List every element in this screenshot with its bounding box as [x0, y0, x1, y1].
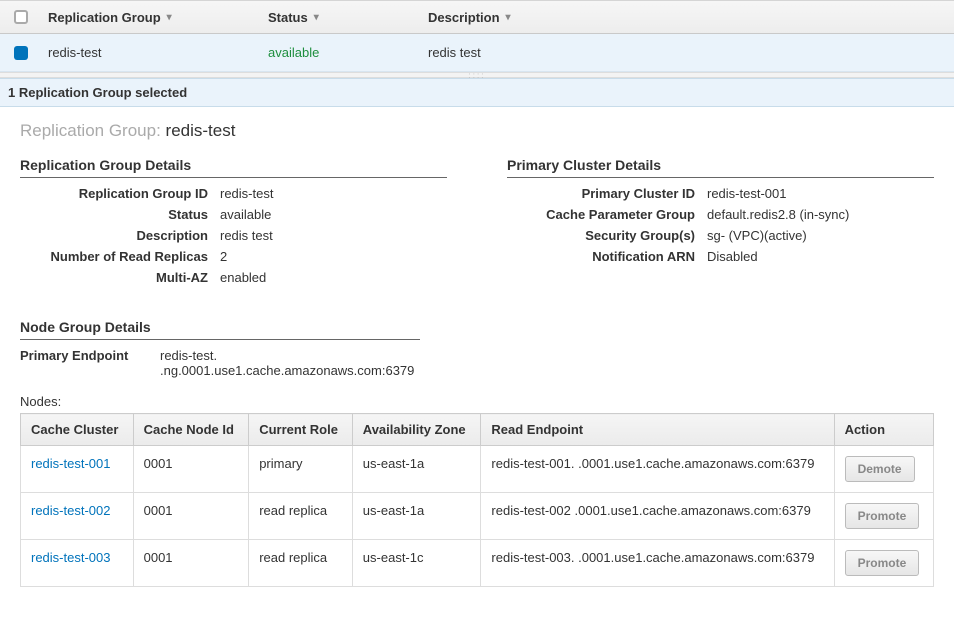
cell-node-id: 0001	[133, 540, 249, 587]
kv-row: Notification ARN Disabled	[507, 249, 934, 264]
header-checkbox-cell	[0, 10, 42, 24]
chevron-down-icon: ▾	[167, 12, 172, 23]
cache-cluster-link[interactable]: redis-test-003	[31, 550, 110, 565]
cell-description: redis test	[422, 45, 954, 60]
column-header-label: Description	[428, 10, 500, 25]
chevron-down-icon: ▾	[314, 12, 319, 23]
primary-endpoint-value: redis-test. .ng.0001.use1.cache.amazonaw…	[160, 348, 420, 378]
cell-az: us-east-1a	[352, 493, 481, 540]
details-panel: Replication Group: redis-test Replicatio…	[0, 107, 954, 617]
kv-row: Primary Cluster ID redis-test-001	[507, 186, 934, 201]
kv-row: Description redis test	[20, 228, 447, 243]
column-header-replication-group[interactable]: Replication Group ▾	[42, 10, 262, 25]
col-read-endpoint[interactable]: Read Endpoint	[481, 414, 834, 446]
table-row: redis-test-003 0001read replicaus-east-1c…	[21, 540, 934, 587]
group-title-name: redis-test	[166, 121, 236, 140]
cell-read-endpoint: redis-test-003. .0001.use1.cache.amazona…	[481, 540, 834, 587]
list-header-row: Replication Group ▾ Status ▾ Description…	[0, 0, 954, 34]
col-cache-node-id[interactable]: Cache Node Id	[133, 414, 249, 446]
col-current-role[interactable]: Current Role	[249, 414, 353, 446]
kv-label: Replication Group ID	[20, 186, 220, 201]
kv-row: Security Group(s) sg- (VPC)(active)	[507, 228, 934, 243]
kv-row: Number of Read Replicas 2	[20, 249, 447, 264]
kv-value: Disabled	[707, 249, 934, 264]
kv-value: 2	[220, 249, 447, 264]
group-title: Replication Group: redis-test	[20, 121, 934, 141]
kv-row: Replication Group ID redis-test	[20, 186, 447, 201]
primary-cluster-details-section: Primary Cluster Details Primary Cluster …	[507, 157, 934, 291]
cell-read-endpoint: redis-test-001. .0001.use1.cache.amazona…	[481, 446, 834, 493]
kv-value: available	[220, 207, 447, 222]
kv-value: redis-test	[220, 186, 447, 201]
section-heading: Replication Group Details	[20, 157, 447, 178]
kv-label: Notification ARN	[507, 249, 707, 264]
nodes-table-header-row: Cache Cluster Cache Node Id Current Role…	[21, 414, 934, 446]
cell-replication-group: redis-test	[42, 45, 262, 60]
column-header-status[interactable]: Status ▾	[262, 10, 422, 25]
kv-value: redis test	[220, 228, 447, 243]
nodes-table: Cache Cluster Cache Node Id Current Role…	[20, 413, 934, 587]
row-checkbox-cell	[0, 46, 42, 60]
kv-value: enabled	[220, 270, 447, 285]
kv-label: Number of Read Replicas	[20, 249, 220, 264]
primary-endpoint-label: Primary Endpoint	[20, 348, 160, 378]
section-heading: Node Group Details	[20, 319, 420, 340]
cell-read-endpoint: redis-test-002 .0001.use1.cache.amazonaw…	[481, 493, 834, 540]
row-checkbox[interactable]	[14, 46, 28, 60]
kv-row: Cache Parameter Group default.redis2.8 (…	[507, 207, 934, 222]
kv-label: Description	[20, 228, 220, 243]
kv-value: sg- (VPC)(active)	[707, 228, 934, 243]
replication-group-row[interactable]: redis-test available redis test	[0, 34, 954, 72]
selection-summary-bar: 1 Replication Group selected	[0, 78, 954, 107]
column-header-label: Status	[268, 10, 308, 25]
kv-row: Status available	[20, 207, 447, 222]
col-cache-cluster[interactable]: Cache Cluster	[21, 414, 134, 446]
select-all-checkbox[interactable]	[14, 10, 28, 24]
chevron-down-icon: ▾	[506, 12, 511, 23]
kv-value: redis-test-001	[707, 186, 934, 201]
kv-label: Multi-AZ	[20, 270, 220, 285]
node-group-details-section: Node Group Details Primary Endpoint redi…	[20, 319, 934, 587]
details-two-column: Replication Group Details Replication Gr…	[20, 157, 934, 291]
promote-button[interactable]: Promote	[845, 503, 920, 529]
table-row: redis-test-001 0001primaryus-east-1aredis…	[21, 446, 934, 493]
cell-role: read replica	[249, 540, 353, 587]
cache-cluster-link[interactable]: redis-test-002	[31, 503, 110, 518]
cell-role: read replica	[249, 493, 353, 540]
kv-label: Security Group(s)	[507, 228, 707, 243]
cell-node-id: 0001	[133, 446, 249, 493]
col-availability-zone[interactable]: Availability Zone	[352, 414, 481, 446]
demote-button[interactable]: Demote	[845, 456, 915, 482]
nodes-label: Nodes:	[20, 394, 934, 409]
cell-az: us-east-1c	[352, 540, 481, 587]
kv-label: Cache Parameter Group	[507, 207, 707, 222]
table-row: redis-test-002 0001read replicaus-east-1a…	[21, 493, 934, 540]
cell-status: available	[262, 45, 422, 60]
replication-group-details-section: Replication Group Details Replication Gr…	[20, 157, 447, 291]
column-header-description[interactable]: Description ▾	[422, 10, 954, 25]
kv-value: default.redis2.8 (in-sync)	[707, 207, 934, 222]
primary-endpoint-row: Primary Endpoint redis-test. .ng.0001.us…	[20, 348, 934, 378]
column-header-label: Replication Group	[48, 10, 161, 25]
cell-node-id: 0001	[133, 493, 249, 540]
kv-label: Primary Cluster ID	[507, 186, 707, 201]
promote-button[interactable]: Promote	[845, 550, 920, 576]
cell-role: primary	[249, 446, 353, 493]
col-action[interactable]: Action	[834, 414, 933, 446]
group-title-prefix: Replication Group:	[20, 121, 161, 140]
kv-row: Multi-AZ enabled	[20, 270, 447, 285]
cache-cluster-link[interactable]: redis-test-001	[31, 456, 110, 471]
cell-az: us-east-1a	[352, 446, 481, 493]
section-heading: Primary Cluster Details	[507, 157, 934, 178]
kv-label: Status	[20, 207, 220, 222]
